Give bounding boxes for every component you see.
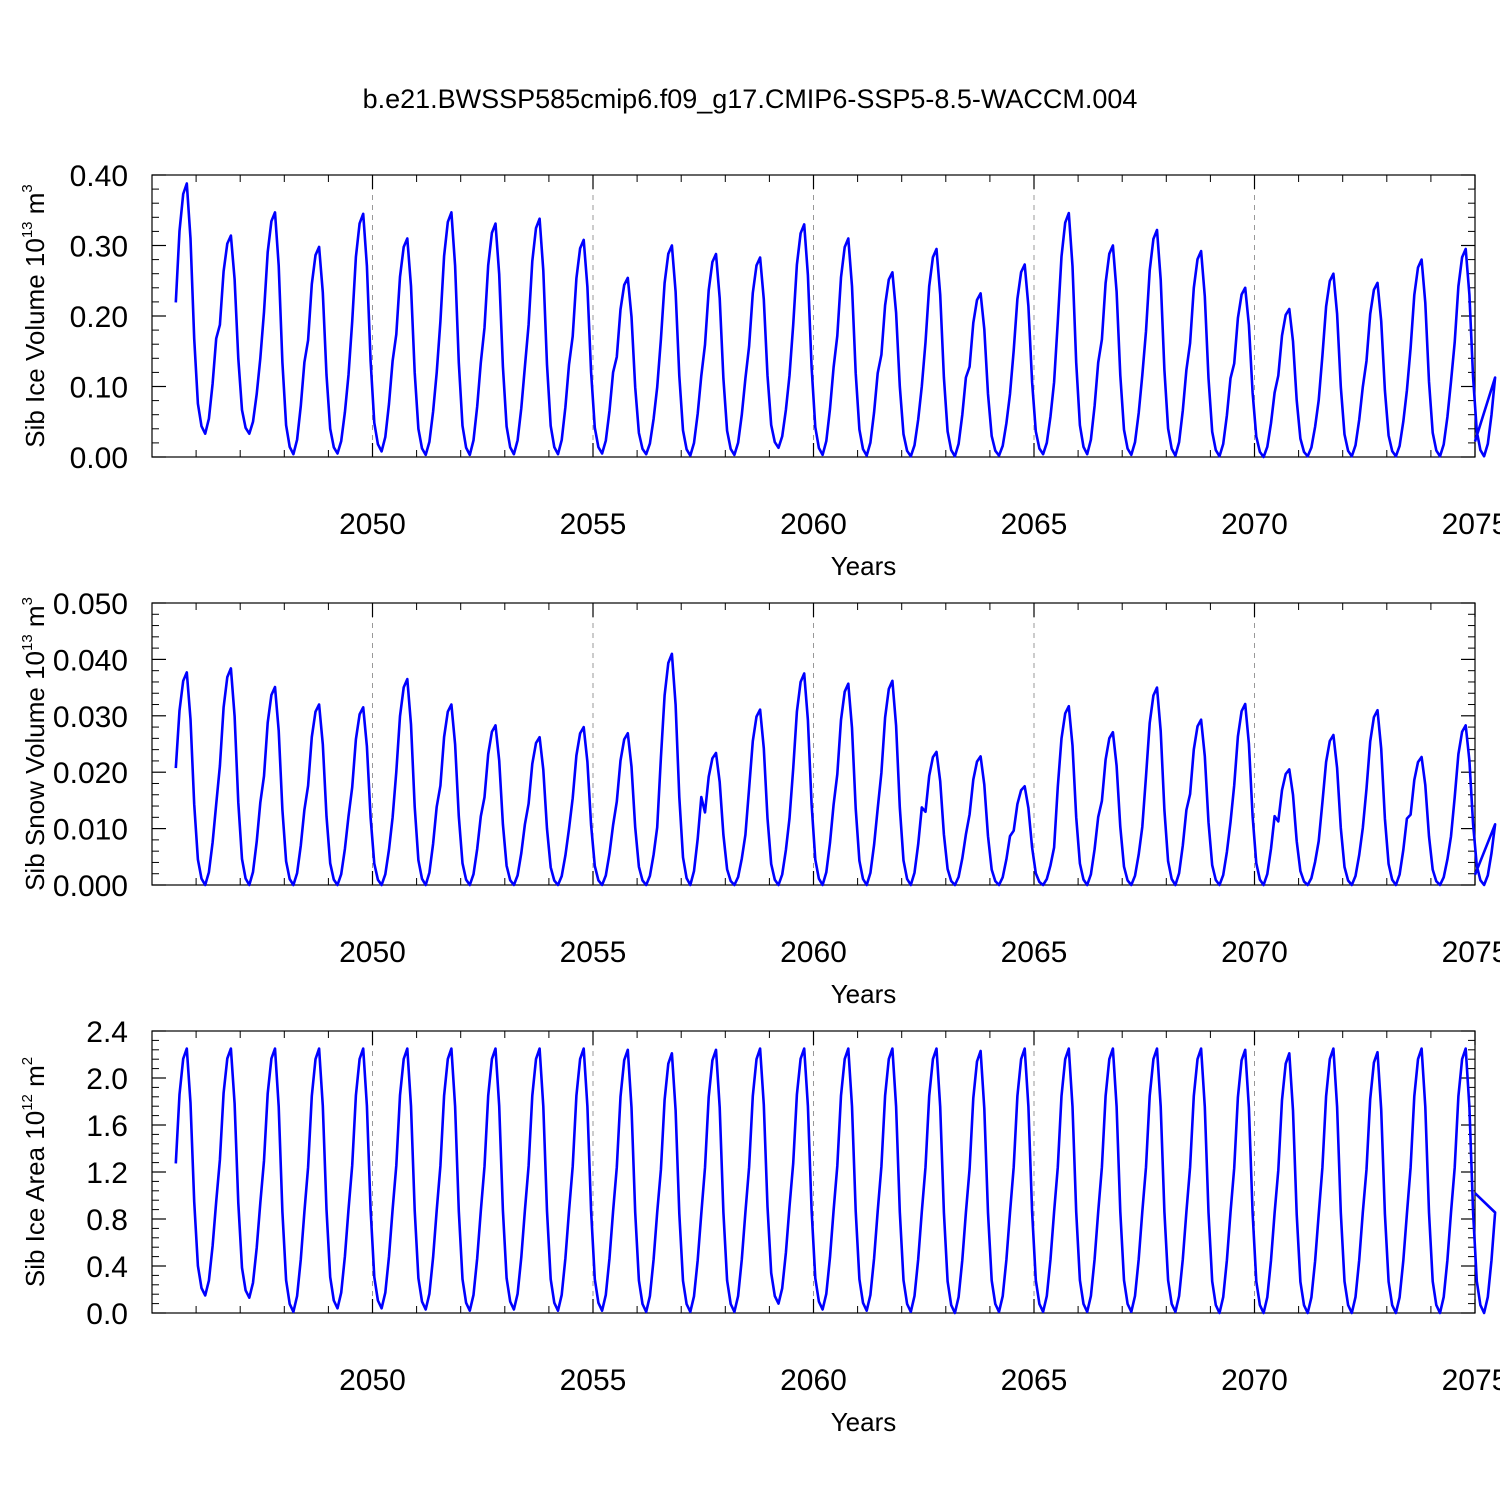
x-tick-label: 2050 xyxy=(339,508,406,541)
y-tick-label: 0.30 xyxy=(70,231,128,264)
y-axis-title: Sib Ice Area 1012 m2 xyxy=(19,1057,50,1287)
y-tick-label: 1.6 xyxy=(86,1110,128,1143)
x-tick-label: 2060 xyxy=(780,1364,847,1397)
series-line-ice-volume xyxy=(174,182,1497,459)
y-tick-label: 0.20 xyxy=(70,301,128,334)
y-tick-label: 0.050 xyxy=(53,588,128,621)
y-tick-label: 0.040 xyxy=(53,644,128,677)
x-tick-label: 2075 xyxy=(1442,508,1500,541)
x-tick-label: 2055 xyxy=(560,508,627,541)
y-tick-label: 2.4 xyxy=(86,1016,128,1049)
chart-panel-ice-volume: 2050 2055 2060 2065 2070 2075 0.00 0.10 0.20 0.30… xyxy=(19,160,1500,581)
y-tick-label: 0.10 xyxy=(70,372,128,405)
x-axis-title: Years xyxy=(831,1407,897,1437)
chart-panel-ice-area: 2050 2055 2060 2065 2070 2075 0.0 0.4 0.8 1.2 1.6 2… xyxy=(19,1016,1500,1437)
series-line-snow-volume xyxy=(174,652,1497,887)
x-axis-title: Years xyxy=(831,551,897,581)
x-tick-label: 2050 xyxy=(339,1364,406,1397)
chart-panel-snow-volume: 2050 2055 2060 2065 2070 2075 0.000 0.010 0.020 0… xyxy=(19,588,1500,1009)
x-tick-label: 2065 xyxy=(1001,1364,1068,1397)
y-tick-label: 0.8 xyxy=(86,1204,128,1237)
y-tick-label: 0.030 xyxy=(53,701,128,734)
x-axis-title: Years xyxy=(831,979,897,1009)
x-tick-label: 2060 xyxy=(780,936,847,969)
x-tick-label: 2055 xyxy=(560,936,627,969)
y-tick-label: 0.010 xyxy=(53,814,128,847)
x-tick-label: 2050 xyxy=(339,936,406,969)
x-tick-label: 2070 xyxy=(1221,1364,1288,1397)
x-tick-label: 2055 xyxy=(560,1364,627,1397)
x-tick-label: 2075 xyxy=(1442,936,1500,969)
series-line-ice-area xyxy=(174,1047,1497,1315)
x-tick-label: 2060 xyxy=(780,508,847,541)
y-tick-label: 0.40 xyxy=(70,160,128,193)
y-tick-label: 0.020 xyxy=(53,757,128,790)
y-tick-label: 0.000 xyxy=(53,870,128,903)
x-tick-label: 2075 xyxy=(1442,1364,1500,1397)
y-tick-label: 1.2 xyxy=(86,1157,128,1190)
x-tick-label: 2065 xyxy=(1001,936,1068,969)
y-tick-label: 0.0 xyxy=(86,1298,128,1331)
figure-title: b.e21.BWSSP585cmip6.f09_g17.CMIP6-SSP5-8… xyxy=(362,84,1138,114)
x-tick-label: 2070 xyxy=(1221,936,1288,969)
y-tick-label: 2.0 xyxy=(86,1063,128,1096)
y-tick-label: 0.00 xyxy=(70,442,128,475)
x-tick-label: 2070 xyxy=(1221,508,1288,541)
x-tick-label: 2065 xyxy=(1001,508,1068,541)
y-axis-title: Sib Ice Volume 1013 m3 xyxy=(19,184,50,448)
y-tick-label: 0.4 xyxy=(86,1251,128,1284)
y-axis-title: Sib Snow Volume 1013 m3 xyxy=(19,597,50,891)
